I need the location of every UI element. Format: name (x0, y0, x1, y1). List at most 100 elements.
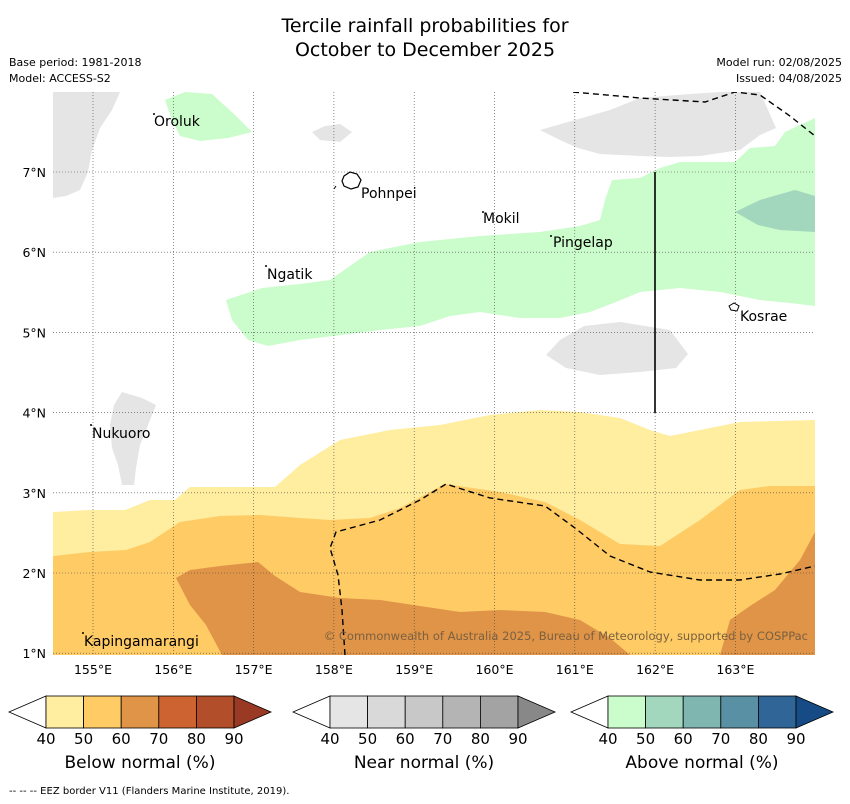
x-axis-ticks: 155°E 156°E 157°E 158°E 159°E 160°E 161°E 162°E… (74, 662, 755, 677)
legend-below-normal: 40 50 60 70 80 90 Below normal (%) (7, 695, 273, 773)
below-normal-region-60 (176, 562, 630, 655)
legend-title: Near normal (%) (354, 753, 494, 773)
meta-right: Model run: 02/08/2025 Issued: 04/08/2025 (716, 55, 842, 87)
legend-title: Below normal (%) (65, 753, 216, 773)
legend-under-arrow (7, 695, 47, 729)
near-normal-region-central (546, 322, 688, 375)
legend-swatch (158, 695, 197, 729)
y-tick-label: 5°N (22, 325, 46, 340)
place-label-nukuoro: Nukuoro (92, 426, 150, 442)
near-normal-region-nukuoro (110, 392, 156, 485)
pohnpei-island (341, 171, 362, 190)
legend-over-arrow (517, 695, 557, 729)
y-tick-label: 4°N (22, 406, 46, 421)
legend-above-normal: 40 50 60 70 80 90 Above normal (%) (569, 695, 835, 773)
legend-under-arrow (291, 695, 331, 729)
oroluk-atoll (153, 113, 155, 115)
legend-swatch (195, 695, 235, 729)
issued-date: Issued: 04/08/2025 (735, 72, 842, 85)
legend-tick-label: 50 (358, 730, 377, 748)
ngatik-atoll (265, 265, 267, 267)
legend-swatch (720, 695, 759, 729)
legend-tick-label: 90 (508, 730, 527, 748)
legend-over-arrow (795, 695, 835, 729)
x-tick-label: 155°E (74, 662, 112, 677)
x-tick-label: 161°E (556, 662, 594, 677)
copyright-text: © Commonwealth of Australia 2025, Bureau… (324, 629, 808, 643)
x-tick-label: 163°E (716, 662, 754, 677)
y-tick-label: 2°N (22, 566, 46, 581)
legend-tick-label: 70 (711, 730, 730, 748)
legend-swatch (607, 695, 646, 729)
legend-tick-label: 40 (36, 730, 55, 748)
x-tick-label: 162°E (636, 662, 674, 677)
kapingamarangi-atoll (82, 632, 84, 634)
place-label-kosrae: Kosrae (740, 309, 787, 325)
legend-title: Above normal (%) (625, 753, 778, 773)
legend-swatch (120, 695, 160, 729)
x-tick-label: 158°E (315, 662, 353, 677)
footnote: -- -- -- EEZ border V11 (Flanders Marine… (9, 786, 290, 797)
legend-tick-label: 40 (598, 730, 617, 748)
legends: 40 50 60 70 80 90 Below normal (%) 40 50 60 70 80 90… (7, 695, 835, 773)
below-normal-region-60-east (720, 532, 815, 655)
above-normal-region-oroluk (165, 92, 252, 141)
base-period: Base period: 1981-2018 (9, 56, 142, 69)
legend-swatch (367, 695, 406, 729)
legend-tick-label: 80 (187, 730, 206, 748)
legend-tick-label: 70 (149, 730, 168, 748)
legend-swatch (329, 695, 368, 729)
y-axis-ticks: 7°N 6°N 5°N 4°N 3°N 2°N 1°N (22, 165, 46, 661)
eez-border-west (329, 483, 815, 655)
place-label-oroluk: Oroluk (154, 114, 201, 130)
place-label-mokil: Mokil (483, 211, 520, 227)
legend-swatch (479, 695, 519, 729)
legend-swatch (758, 695, 797, 729)
x-tick-label: 156°E (154, 662, 192, 677)
near-normal-region-north (540, 92, 776, 157)
meta-left: Base period: 1981-2018 Model: ACCESS-S2 (9, 55, 141, 87)
near-normal-region-west (53, 92, 120, 198)
title-line-2: October to December 2025 (294, 39, 556, 61)
legend-tick-label: 50 (636, 730, 655, 748)
pohnpei-reef (333, 185, 337, 190)
legend-tick-label: 40 (320, 730, 339, 748)
y-tick-label: 6°N (22, 245, 46, 260)
pingelap-atoll (550, 235, 552, 237)
legend-swatch (442, 695, 481, 729)
legend-swatch (645, 695, 684, 729)
legend-tick-label: 60 (112, 730, 131, 748)
kosrae-island (728, 302, 740, 312)
y-tick-label: 1°N (22, 646, 46, 661)
map-title: Tercile rainfall probabilities for Octob… (0, 14, 850, 62)
legend-tick-label: 60 (674, 730, 693, 748)
place-label-pingelap: Pingelap (553, 235, 613, 251)
legend-tick-label: 90 (786, 730, 805, 748)
legend-swatch (83, 695, 122, 729)
x-tick-label: 159°E (395, 662, 433, 677)
x-tick-label: 160°E (475, 662, 513, 677)
place-label-ngatik: Ngatik (267, 267, 313, 283)
legend-near-normal: 40 50 60 70 80 90 Near normal (%) (291, 695, 557, 773)
y-tick-label: 7°N (22, 165, 46, 180)
legend-tick-label: 60 (396, 730, 415, 748)
place-label-kapingamarangi: Kapingamarangi (84, 634, 199, 650)
legend-over-arrow (233, 695, 273, 729)
legend-tick-label: 80 (471, 730, 490, 748)
legend-swatch (404, 695, 444, 729)
legend-swatch (45, 695, 84, 729)
above-normal-region-kosrae-50 (735, 190, 815, 232)
place-label-pohnpei: Pohnpei (361, 186, 417, 202)
near-normal-region-pohnpei (312, 124, 352, 142)
legend-tick-label: 70 (433, 730, 452, 748)
above-normal-region-main (226, 118, 815, 346)
title-line-1: Tercile rainfall probabilities for (281, 15, 569, 37)
map-plot-area (53, 92, 815, 655)
legend-tick-label: 80 (749, 730, 768, 748)
model-run: Model run: 02/08/2025 (716, 56, 842, 69)
mokil-atoll (482, 211, 484, 213)
model-name: Model: ACCESS-S2 (9, 72, 111, 85)
graticule (53, 92, 815, 655)
legend-tick-label: 50 (74, 730, 93, 748)
